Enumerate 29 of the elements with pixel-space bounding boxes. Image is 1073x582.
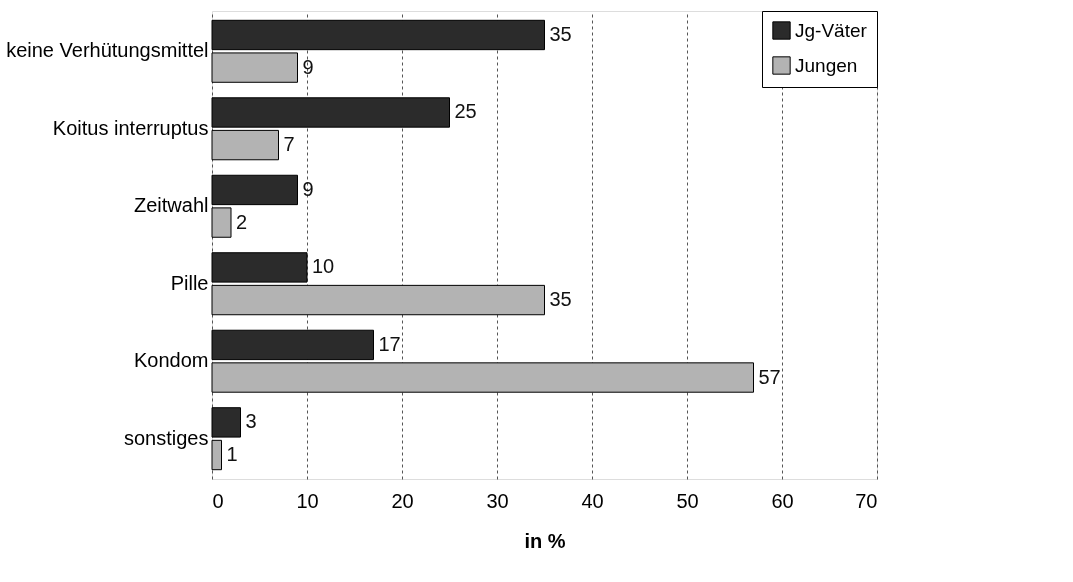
data-label: 35 [549,22,572,45]
x-tick-label: 20 [391,489,414,512]
data-label: 9 [302,177,314,200]
data-label: 1 [226,443,238,466]
data-label: 7 [283,133,295,156]
data-label: 35 [549,288,572,311]
y-tick-label: Pille [170,271,209,294]
x-axis-title: in % [524,529,566,552]
y-tick-label: keine Verhütungsmittel [6,39,209,62]
y-tick-label: Kondom [134,349,209,372]
data-label: 10 [312,255,335,278]
data-label: 2 [236,210,248,233]
x-tick-label: 40 [581,489,604,512]
legend-label: Jungen [795,54,858,76]
data-label: 25 [454,100,477,123]
y-tick-label: Koitus interruptus [52,116,209,139]
data-label: 57 [758,365,781,388]
data-label: 17 [378,332,401,355]
x-tick-label: 50 [676,489,699,512]
y-tick-label: sonstiges [124,426,209,449]
legend-label: Jg-Väter [795,19,868,41]
x-tick-label: 70 [855,489,878,512]
x-tick-label: 0 [212,489,224,512]
data-label: 9 [302,55,314,78]
data-label: 3 [245,410,257,433]
x-tick-label: 10 [296,489,319,512]
x-tick-label: 30 [486,489,509,512]
x-tick-label: 60 [771,489,794,512]
y-tick-label: Zeitwahl [134,194,209,217]
